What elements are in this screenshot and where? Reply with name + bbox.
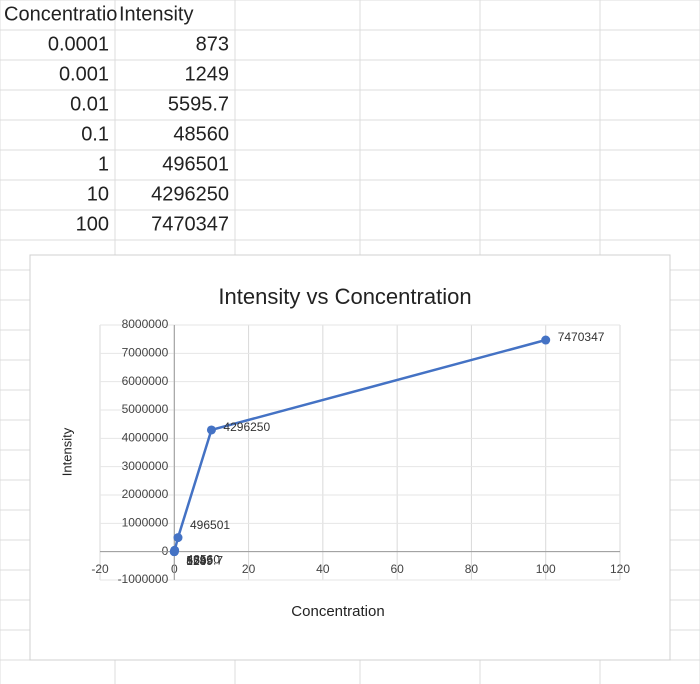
data-label: 7470347 (558, 330, 605, 344)
data-label: 873 (186, 554, 206, 568)
data-label: 496501 (190, 518, 230, 532)
x-tick-label: 80 (465, 562, 479, 576)
y-tick-label: 1000000 (122, 516, 169, 530)
x-tick-label: 40 (316, 562, 330, 576)
x-tick-label: 60 (390, 562, 404, 576)
table-cell: 0.1 (81, 123, 109, 145)
y-tick-label: 5000000 (122, 402, 169, 416)
table-cell: 4296250 (151, 183, 229, 205)
y-tick-label: -1000000 (118, 572, 169, 586)
data-label: 5595.7 (186, 554, 223, 568)
table-cell: 5595.7 (168, 93, 229, 115)
header-cell: Concentratio (4, 3, 117, 25)
data-point (541, 335, 551, 345)
table-cell: 0.001 (59, 63, 109, 85)
y-tick-label: 2000000 (122, 487, 169, 501)
header-cell: Intensity (119, 3, 193, 25)
data-label: 48560 (187, 552, 221, 566)
y-tick-label: 6000000 (122, 374, 169, 388)
table-cell: 873 (196, 33, 229, 55)
y-tick-label: 7000000 (122, 346, 169, 360)
table-cell: 0.01 (70, 93, 109, 115)
table-cell: 0.0001 (48, 33, 109, 55)
x-tick-label: -20 (91, 562, 109, 576)
y-axis-label: Intensity (59, 427, 74, 476)
y-tick-label: 3000000 (122, 459, 169, 473)
chart-title: Intensity vs Concentration (218, 284, 471, 309)
data-point (206, 425, 216, 435)
table-cell: 1 (98, 153, 109, 175)
table-cell: 496501 (162, 153, 229, 175)
x-tick-label: 100 (536, 562, 556, 576)
table-cell: 10 (87, 183, 109, 205)
data-point (170, 545, 180, 555)
chart-area (29, 254, 671, 661)
data-point (173, 533, 183, 543)
y-tick-label: 4000000 (122, 431, 169, 445)
table-cell: 100 (76, 213, 109, 235)
y-tick-label: 0 (162, 544, 169, 558)
table-cell: 48560 (173, 123, 229, 145)
data-label: 1249 (186, 554, 213, 568)
x-axis-label: Concentration (291, 603, 384, 620)
x-tick-label: 20 (242, 562, 256, 576)
data-label: 4296250 (223, 420, 270, 434)
table-cell: 7470347 (151, 213, 229, 235)
y-tick-label: 8000000 (122, 317, 169, 331)
table-cell: 1249 (185, 63, 230, 85)
x-tick-label: 120 (610, 562, 630, 576)
